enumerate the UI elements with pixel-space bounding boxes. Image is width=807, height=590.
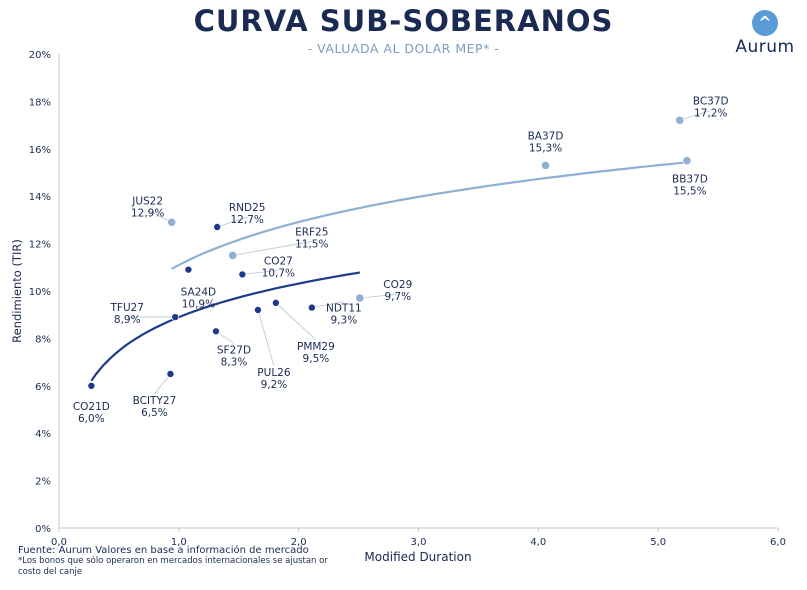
point-label: BA37D (528, 130, 564, 142)
point-label: NDT11 (326, 303, 362, 315)
x-tick-label: 4,0 (530, 537, 546, 548)
leader-line (275, 302, 317, 341)
data-point (228, 250, 238, 261)
point-label: BCITY27 (133, 395, 177, 407)
y-tick-label: 12% (29, 240, 51, 251)
y-tick-label: 4% (35, 429, 51, 440)
leader-line (242, 270, 279, 275)
point-value-label: 17,2% (694, 107, 727, 119)
point-value-label: 9,3% (331, 315, 358, 327)
y-tick-label: 0% (35, 524, 51, 535)
leader-line (217, 216, 248, 228)
y-tick-label: 18% (29, 97, 51, 108)
leader-line (232, 241, 312, 256)
point-value-label: 8,3% (221, 356, 248, 368)
x-tick-label: 5,0 (650, 537, 666, 548)
point-value-label: 6,0% (78, 413, 105, 425)
source-footnote: Fuente: Aurum Valores en base a informac… (18, 545, 309, 556)
leader-line (257, 309, 275, 367)
chart-subtitle: - VALUADA AL DOLAR MEP* - (307, 41, 500, 56)
point-label: BC37D (693, 95, 729, 107)
data-point (682, 156, 692, 166)
point-value-label: 9,5% (303, 353, 330, 365)
point-label: ERF25 (295, 226, 328, 238)
data-point (166, 369, 175, 378)
data-point (87, 381, 96, 390)
data-point (184, 265, 193, 274)
point-label: TFU27 (109, 302, 144, 314)
y-tick-label: 6% (35, 382, 51, 393)
x-axis-label: Modified Duration (364, 550, 471, 564)
data-point (253, 305, 262, 314)
point-value-label: 9,7% (384, 291, 411, 303)
trendline-dark (90, 271, 360, 382)
data-point (540, 160, 551, 170)
point-value-label: 8,9% (114, 314, 141, 326)
leader-line (359, 293, 398, 299)
chart-title: CURVA SUB-SOBERANOS (193, 4, 614, 38)
data-point (211, 327, 220, 336)
point-value-label: 12,9% (131, 207, 164, 219)
data-point (271, 298, 280, 307)
data-point (167, 217, 177, 227)
leader-line (154, 373, 171, 395)
data-point (675, 115, 685, 125)
point-label: PUL26 (257, 367, 291, 379)
point-value-label: 10,9% (182, 299, 215, 311)
data-point (171, 313, 180, 322)
aurum-logo: ^ Aurum (730, 10, 800, 57)
point-label: JUS22 (131, 195, 163, 207)
x-tick-label: 6,0 (770, 537, 786, 548)
point-value-label: 12,7% (231, 214, 264, 226)
x-tick-label: 0,0 (51, 537, 67, 548)
point-label: RND25 (229, 202, 266, 214)
point-label: SF27D (217, 344, 251, 356)
point-value-label: 6,5% (141, 407, 168, 419)
data-point (355, 293, 365, 303)
point-value-label: 15,3% (529, 142, 562, 154)
y-tick-label: 16% (29, 145, 51, 156)
y-tick-label: 14% (29, 192, 51, 203)
data-point (238, 270, 247, 279)
point-value-label: 9,2% (261, 379, 288, 391)
point-value-label: 11,5% (295, 238, 328, 250)
leader-line (311, 301, 344, 308)
y-tick-label: 10% (29, 287, 51, 298)
point-label: CO29 (383, 279, 412, 291)
leader-line (679, 109, 711, 121)
x-tick-label: 2,0 (291, 537, 307, 548)
point-value-label: 15,5% (673, 186, 706, 198)
exchange-footnote: *Los bonos que sólo operaron en mercados… (18, 556, 328, 577)
y-tick-label: 20% (29, 50, 51, 61)
data-point (213, 223, 222, 232)
point-label: CO21D (73, 401, 110, 413)
point-label: PMM29 (297, 341, 335, 353)
y-tick-label: 8% (35, 334, 51, 345)
point-value-label: 10,7% (262, 267, 295, 279)
x-tick-label: 1,0 (171, 537, 187, 548)
trendline-light (171, 161, 688, 270)
y-tick-label: 2% (35, 477, 51, 488)
aurum-logo-text: Aurum (735, 37, 795, 57)
point-label: SA24D (181, 287, 217, 299)
data-point (307, 303, 316, 312)
y-axis-label: Rendimiento (TIR) (10, 239, 24, 343)
x-tick-label: 3,0 (411, 537, 427, 548)
point-label: CO27 (264, 255, 293, 267)
point-label: BB37D (672, 174, 708, 186)
aurum-logo-icon: ^ (752, 10, 778, 36)
